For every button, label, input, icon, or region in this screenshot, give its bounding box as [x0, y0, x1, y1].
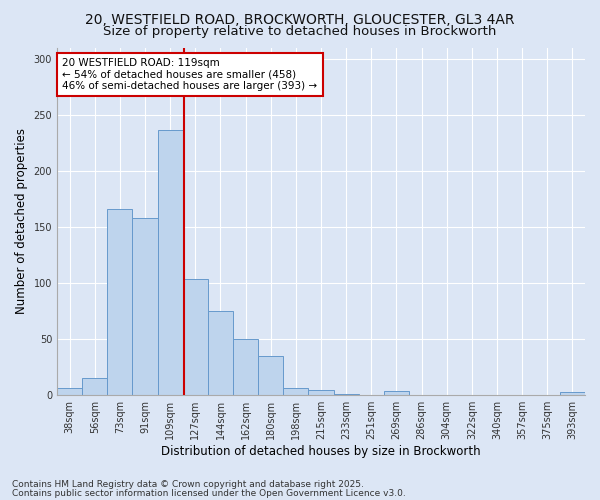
Text: 20, WESTFIELD ROAD, BROCKWORTH, GLOUCESTER, GL3 4AR: 20, WESTFIELD ROAD, BROCKWORTH, GLOUCEST…	[85, 12, 515, 26]
Bar	[158, 130, 183, 394]
Text: Contains public sector information licensed under the Open Government Licence v3: Contains public sector information licen…	[12, 488, 406, 498]
Bar	[57, 388, 82, 394]
Bar	[308, 390, 334, 394]
Text: 20 WESTFIELD ROAD: 119sqm
← 54% of detached houses are smaller (458)
46% of semi: 20 WESTFIELD ROAD: 119sqm ← 54% of detac…	[62, 58, 317, 91]
Bar	[82, 378, 107, 394]
Bar	[258, 356, 283, 395]
X-axis label: Distribution of detached houses by size in Brockworth: Distribution of detached houses by size …	[161, 444, 481, 458]
Bar	[560, 392, 585, 394]
Bar	[183, 280, 208, 394]
Bar	[384, 392, 409, 394]
Y-axis label: Number of detached properties: Number of detached properties	[15, 128, 28, 314]
Bar	[107, 209, 133, 394]
Bar	[233, 338, 258, 394]
Bar	[133, 218, 158, 394]
Bar	[208, 310, 233, 394]
Bar	[283, 388, 308, 394]
Text: Size of property relative to detached houses in Brockworth: Size of property relative to detached ho…	[103, 25, 497, 38]
Text: Contains HM Land Registry data © Crown copyright and database right 2025.: Contains HM Land Registry data © Crown c…	[12, 480, 364, 489]
